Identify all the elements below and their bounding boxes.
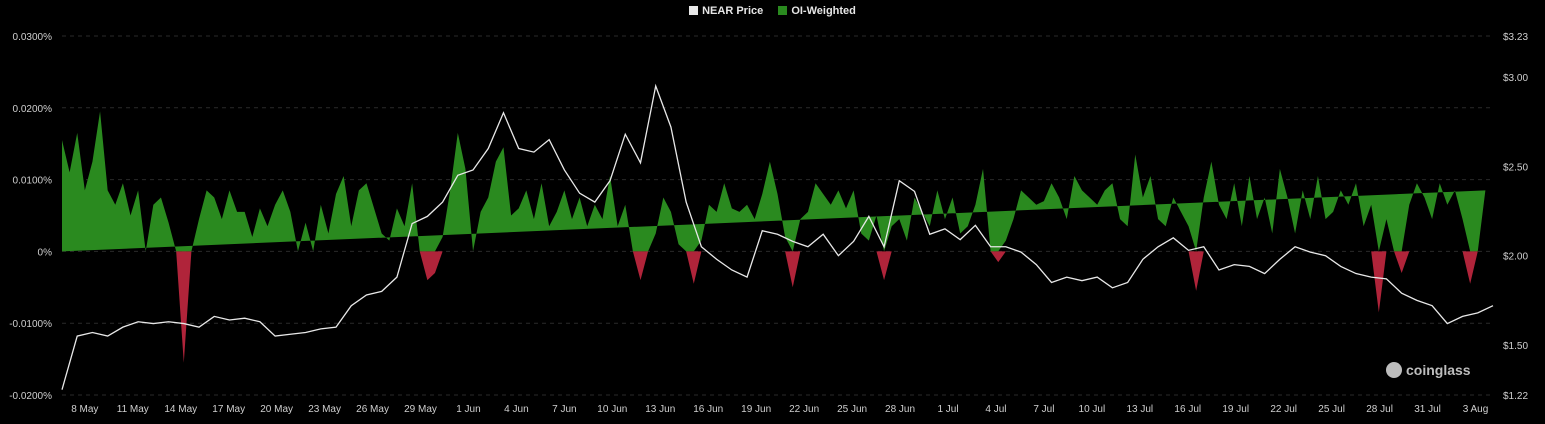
left-axis-tick-label: 0.0300% — [13, 32, 53, 43]
legend-swatch-price — [689, 6, 699, 15]
legend-label-price: NEAR Price — [702, 5, 764, 17]
left-axis-tick-label: -0.0200% — [9, 391, 52, 402]
x-axis-tick-label: 7 Jun — [552, 404, 576, 415]
x-axis-tick-label: 29 May — [404, 404, 437, 415]
right-axis-tick-label: $1.50 — [1503, 341, 1528, 352]
x-axis-tick-label: 11 May — [117, 404, 149, 415]
x-axis-tick-label: 10 Jun — [597, 404, 627, 415]
right-axis-ticks: $3.23 $3.00 $2.50 $2.00 $1.50 $1.22 — [1503, 32, 1528, 402]
right-axis-tick-label: $2.00 — [1503, 252, 1528, 263]
near-price-line — [61, 83, 1494, 390]
left-axis-tick-label: -0.0100% — [9, 319, 52, 330]
left-axis-tick-label: 0.0100% — [13, 176, 53, 187]
x-axis-tick-label: 20 May — [260, 404, 293, 415]
x-axis-tick-label: 1 Jul — [937, 404, 958, 415]
x-axis-tick-label: 4 Jul — [985, 404, 1006, 415]
x-axis-tick-label: 16 Jul — [1174, 404, 1201, 415]
legend-item-oi-weighted[interactable]: OI-Weighted — [778, 5, 856, 17]
x-axis-tick-label: 13 Jun — [645, 404, 675, 415]
legend-label-oi-weighted: OI-Weighted — [791, 5, 856, 17]
oi-weighted-negative-area — [62, 251, 1486, 363]
right-axis-tick-label: $2.50 — [1503, 162, 1528, 173]
x-axis-tick-label: 4 Jun — [504, 404, 528, 415]
x-axis-tick-label: 26 May — [356, 404, 389, 415]
x-axis-tick-label: 7 Jul — [1033, 404, 1054, 415]
right-axis-tick-label: $1.22 — [1503, 391, 1528, 402]
right-axis-tick-label: $3.23 — [1503, 32, 1528, 43]
x-axis-tick-label: 22 Jun — [789, 404, 819, 415]
oi-weighted-positive-area — [62, 111, 1486, 252]
x-axis-tick-label: 28 Jun — [885, 404, 915, 415]
x-axis-tick-label: 10 Jul — [1079, 404, 1106, 415]
legend-swatch-oi-weighted — [778, 6, 788, 15]
x-axis-tick-label: 13 Jul — [1126, 404, 1153, 415]
x-axis-tick-label: 19 Jul — [1222, 404, 1249, 415]
coinglass-watermark: coinglass — [1386, 362, 1471, 378]
chart-legend: NEAR Price OI-Weighted — [0, 5, 1545, 17]
x-axis-tick-label: 31 Jul — [1414, 404, 1441, 415]
x-axis-tick-label: 25 Jun — [837, 404, 867, 415]
x-axis-tick-label: 19 Jun — [741, 404, 771, 415]
x-axis-tick-label: 22 Jul — [1270, 404, 1297, 415]
x-axis-tick-label: 25 Jul — [1318, 404, 1345, 415]
left-axis-tick-label: 0% — [38, 247, 53, 258]
right-axis-tick-label: $3.00 — [1503, 73, 1528, 84]
x-axis-tick-label: 14 May — [164, 404, 197, 415]
x-axis-tick-label: 8 May — [71, 404, 98, 415]
left-axis-tick-label: 0.0200% — [13, 104, 53, 115]
watermark-text: coinglass — [1406, 362, 1471, 378]
x-axis-tick-label: 3 Aug — [1463, 404, 1489, 415]
left-axis-ticks: 0.0300% 0.0200% 0.0100% 0% -0.0100% -0.0200% — [9, 32, 52, 402]
coinglass-logo-icon — [1386, 362, 1402, 378]
oi-weighted-area — [62, 111, 1486, 363]
legend-item-near-price[interactable]: NEAR Price — [689, 5, 763, 17]
x-axis-tick-label: 28 Jul — [1366, 404, 1393, 415]
x-axis-tick-label: 23 May — [308, 404, 341, 415]
x-axis-tick-label: 17 May — [212, 404, 245, 415]
x-axis-tick-label: 16 Jun — [693, 404, 723, 415]
x-axis-ticks: 8 May 11 May 14 May 17 May 20 May 23 May 26 Ma… — [71, 404, 1488, 415]
x-axis-tick-label: 1 Jun — [456, 404, 480, 415]
